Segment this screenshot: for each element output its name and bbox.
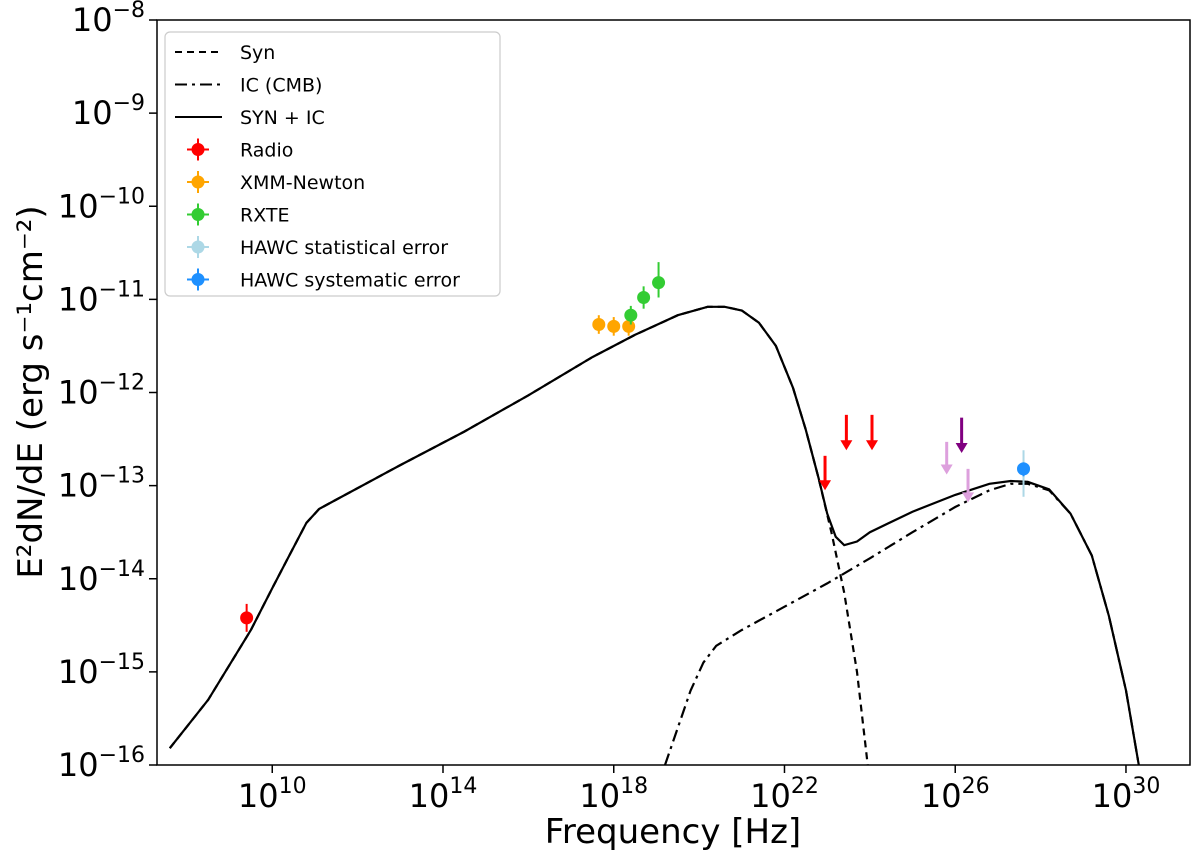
legend-swatch-marker [191,240,205,254]
data-point-rxte [624,308,638,322]
data-point-hawc-systematic-error [1017,462,1031,476]
upper-limit-arrowhead [940,464,953,475]
data-point-xmm-newton [592,318,606,332]
y-tick-label: 10−16 [58,743,145,784]
legend-swatch-marker [191,175,205,189]
curve-syn-ic [168,305,1140,765]
y-axis-ticks: 10−8 10−9 10−10 10−11 10−12 10−13 10−14 10−15 10… [58,0,157,784]
upper-limit-arrowhead [819,480,832,491]
x-tick-label: 1014 [409,774,478,815]
legend-swatch-marker [191,143,205,156]
data-point-rxte [652,276,666,290]
legend-label: HAWC systematic error [240,270,460,292]
y-axis-label: E²dN/dE (erg s⁻¹cm⁻²) [11,205,51,578]
legend-label: IC (CMB) [240,75,322,97]
curve-syn [168,305,869,765]
y-tick-label: 10−12 [58,371,145,412]
upper-limit-arrowhead [962,492,975,503]
x-tick-label: 1010 [238,774,307,815]
legend-box [164,31,501,297]
y-tick-label: 10−9 [72,91,145,132]
legend-swatch-marker [191,273,205,286]
y-tick-label: 10−13 [58,464,145,505]
legend-swatch-marker [191,208,205,221]
model-curves [168,305,1140,765]
x-axis-ticks: 1010 1014 1018 1022 1026 1030 [238,765,1160,815]
data-point-radio [240,611,254,625]
y-tick-label: 10−14 [58,557,145,598]
data-markers [240,262,1031,632]
upper-limit-arrowhead [865,440,878,451]
y-tick-label: 10−11 [58,277,145,318]
legend-label: RXTE [240,205,290,227]
y-tick-label: 10−8 [72,0,145,39]
y-tick-label: 10−10 [58,184,145,225]
legend-label: Radio [240,140,293,162]
data-point-xmm-newton [607,319,621,333]
legend-label: XMM-Newton [240,172,365,194]
data-point-rxte [637,291,651,305]
x-tick-label: 1026 [921,774,990,815]
x-tick-label: 1018 [579,774,648,815]
x-tick-label: 1030 [1092,774,1161,815]
x-tick-label: 1022 [750,774,819,815]
upper-limit-arrowhead [955,443,968,454]
legend: Syn IC (CMB) SYN + IC Radio XMM-Newton RXTE HA… [164,31,501,297]
data-point-xmm-newton [622,319,636,333]
x-axis-label: Frequency [Hz] [545,812,801,852]
legend-label: SYN + IC [240,107,325,129]
upper-limit-arrowhead [840,440,853,451]
y-tick-label: 10−15 [58,650,145,691]
legend-label: Syn [240,42,275,64]
curve-ic-cmb [663,482,1140,765]
legend-label: HAWC statistical error [240,237,448,259]
upper-limits [819,414,975,503]
